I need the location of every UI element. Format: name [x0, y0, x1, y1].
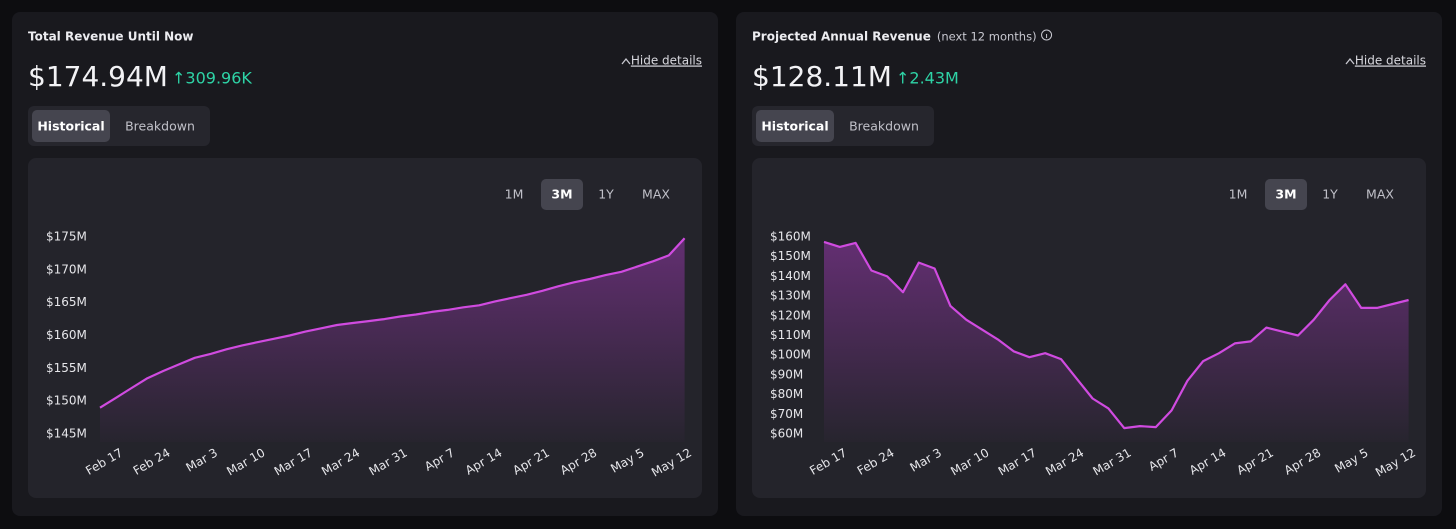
hide-details[interactable]: Hide details: [1355, 54, 1426, 68]
panel-title: Projected Annual Revenue: [752, 30, 931, 44]
tab[interactable]: Historical: [761, 119, 828, 134]
range-button[interactable]: MAX: [642, 187, 670, 202]
hide-details[interactable]: Hide details: [631, 54, 702, 68]
y-tick-label: $170M: [46, 262, 87, 276]
tab[interactable]: Breakdown: [125, 119, 195, 134]
tab[interactable]: Breakdown: [849, 119, 919, 134]
chevron-icon: [1345, 57, 1355, 65]
range-button[interactable]: 3M: [1275, 187, 1296, 202]
y-tick-label: $175M: [46, 230, 87, 244]
y-tick-label: $120M: [770, 308, 811, 322]
y-tick-label: $160M: [770, 230, 811, 244]
range-button[interactable]: 3M: [551, 187, 572, 202]
change-value: ↑2.43M: [896, 69, 959, 88]
y-tick-label: $90M: [770, 367, 803, 381]
y-tick-label: $70M: [770, 407, 803, 421]
tab-active-bg: [756, 110, 834, 142]
tab-active-bg: [32, 110, 110, 142]
chevron-icon: [621, 57, 631, 65]
panel-subtitle: (next 12 months): [937, 30, 1037, 44]
info-icon: [1041, 29, 1053, 41]
y-tick-label: $60M: [770, 427, 803, 441]
y-tick-label: $160M: [46, 328, 87, 342]
y-tick-label: $80M: [770, 387, 803, 401]
range-active-bg: [1265, 179, 1307, 210]
range-active-bg: [541, 179, 583, 210]
y-tick-label: $155M: [46, 361, 87, 375]
range-button[interactable]: 1M: [505, 187, 524, 202]
range-button[interactable]: 1Y: [1322, 187, 1338, 202]
y-tick-label: $145M: [46, 427, 87, 441]
y-tick-label: $130M: [770, 289, 811, 303]
change-value: ↑309.96K: [172, 69, 252, 88]
y-tick-label: $150M: [46, 394, 87, 408]
line: [823, 240, 1409, 430]
range-button[interactable]: MAX: [1366, 187, 1394, 202]
y-tick-label: $110M: [770, 328, 811, 342]
panel-title: Total Revenue Until Now: [28, 30, 194, 44]
y-tick-label: $140M: [770, 269, 811, 283]
y-tick-label: $100M: [770, 348, 811, 362]
area: [100, 238, 685, 442]
headline-value: $174.94M: [28, 60, 168, 93]
tab[interactable]: Historical: [37, 119, 104, 134]
y-tick-label: $165M: [46, 295, 87, 309]
headline-value: $128.11M: [752, 60, 892, 93]
area: [824, 241, 1409, 442]
range-button[interactable]: 1M: [1229, 187, 1248, 202]
line: [99, 237, 686, 409]
y-tick-label: $150M: [770, 249, 811, 263]
range-button[interactable]: 1Y: [598, 187, 614, 202]
